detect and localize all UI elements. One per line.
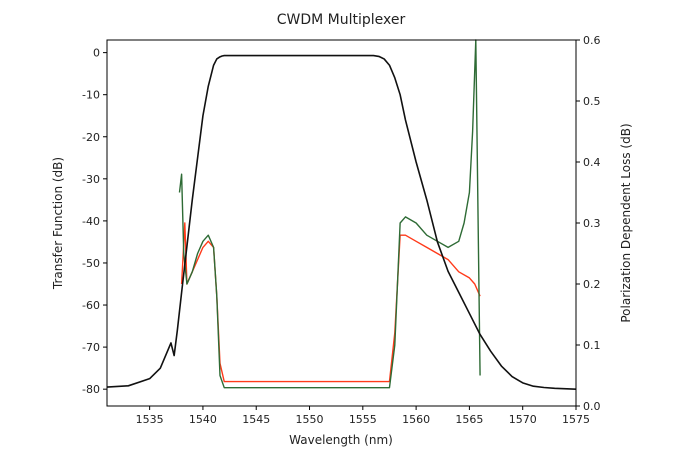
y-left-tick-label: -70 [82,341,100,354]
y-left-tick-label: -40 [82,215,100,228]
transfer-function-line [106,54,577,390]
x-tick-label: 1560 [402,413,430,426]
pdl-green-line [178,39,481,389]
y-left-tick-label: -50 [82,257,100,270]
x-tick-label: 1570 [509,413,537,426]
y-left-tick-label: 0 [93,47,100,60]
plot-frame [106,39,577,407]
chart-title: CWDM Multiplexer [277,12,406,28]
y-left-tick-label: -10 [82,89,100,102]
y-right-tick-label: 0.2 [583,278,601,291]
x-tick-label: 1555 [349,413,377,426]
y-right-tick-label: 0.6 [583,34,601,47]
y-left-tick-label: -30 [82,173,100,186]
y-right-tick-label: 0.1 [583,339,601,352]
x-tick-label: 1550 [296,413,324,426]
x-tick-label: 1535 [136,413,164,426]
x-tick-label: 1540 [189,413,217,426]
y-right-tick-label: 0.3 [583,217,601,230]
x-tick-label: 1545 [242,413,270,426]
pdl-red-line [180,222,481,383]
y-left-tick-label: -60 [82,299,100,312]
y-right-axis-label: Polarization Dependent Loss (dB) [619,123,633,322]
y-left-tick-label: -80 [82,383,100,396]
y-left-tick-label: -20 [82,131,100,144]
y-right-tick-label: 0.5 [583,95,601,108]
x-tick-label: 1565 [455,413,483,426]
x-axis-label: Wavelength (nm) [289,433,393,447]
y-left-axis-label: Transfer Function (dB) [51,157,65,290]
y-right-tick-label: 0.0 [583,400,601,413]
x-tick-label: 1575 [562,413,590,426]
y-right-tick-label: 0.4 [583,156,601,169]
